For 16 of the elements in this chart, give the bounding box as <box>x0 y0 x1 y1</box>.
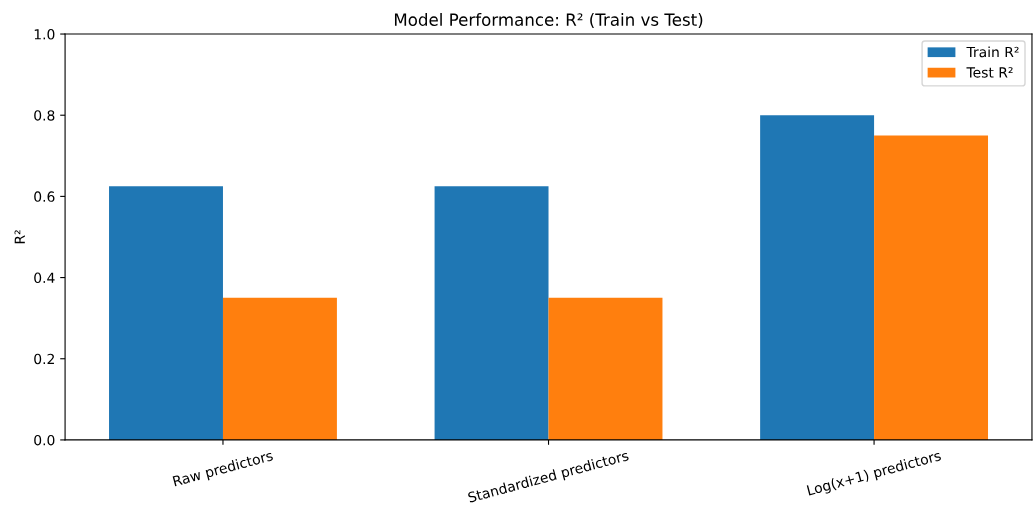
y-tick-label: 0.0 <box>34 434 55 446</box>
bar <box>760 115 875 440</box>
bar <box>434 186 549 440</box>
y-tick-label: 0.4 <box>34 272 55 284</box>
legend-label: Test R² <box>966 67 1013 78</box>
bar <box>109 186 223 440</box>
y-tick-label: 0.2 <box>34 353 54 365</box>
legend-label: Train R² <box>966 46 1019 58</box>
y-tick-label: 0.6 <box>34 191 55 202</box>
bar <box>874 135 989 440</box>
y-tick-label: 0.8 <box>34 110 55 121</box>
y-axis-title: R² <box>14 230 25 244</box>
chart-title: Model Performance: R² (Train vs Test) <box>394 13 703 28</box>
bar <box>548 297 663 440</box>
bar <box>222 297 337 440</box>
y-tick-label: 1.0 <box>34 29 55 40</box>
